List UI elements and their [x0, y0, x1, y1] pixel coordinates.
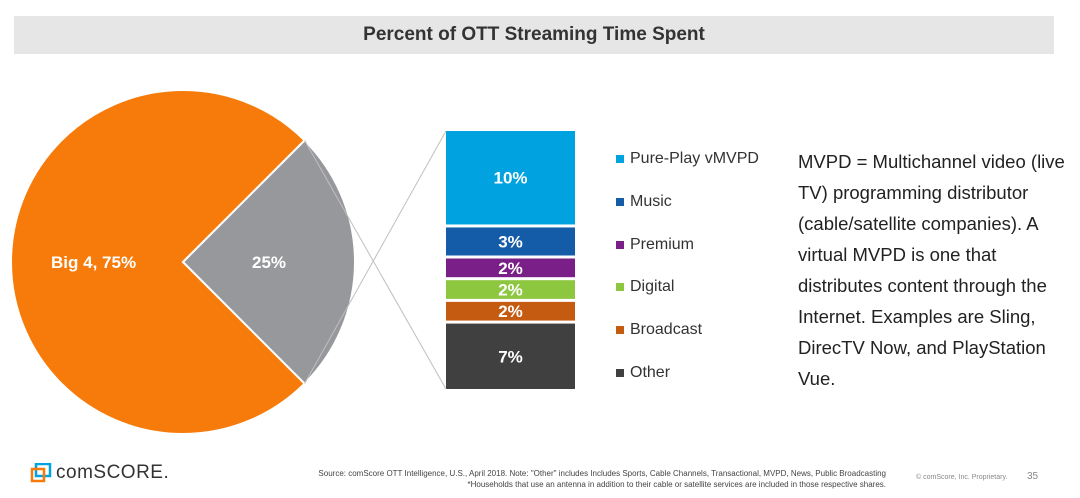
legend-item: Premium [616, 223, 759, 266]
bar-segment-label: 2% [498, 259, 523, 278]
legend-item: Other [616, 351, 759, 394]
page-number: 35 [1027, 471, 1039, 482]
comscore-logo-icon [30, 463, 52, 483]
bar-segment [446, 258, 575, 278]
copyright: © comScore, Inc. Proprietary. [916, 474, 1008, 481]
logo-text: comSCORE. [56, 462, 170, 483]
legend-swatch [616, 240, 624, 249]
legend-swatch [616, 155, 624, 164]
chart-title: Percent of OTT Streaming Time Spent [14, 16, 1054, 54]
bar-segment [446, 323, 575, 389]
bar-segment-label: 10% [493, 169, 527, 188]
connector-line [304, 140, 447, 390]
bar-segment [446, 131, 575, 225]
mvpd-note: MVPD = Multichannel video (live TV) prog… [798, 151, 1065, 389]
legend-label: Broadcast [630, 321, 703, 339]
bar-segment [446, 280, 575, 299]
legend-item: Music [616, 181, 759, 224]
pie-slice [181, 138, 356, 386]
bar-segment-label: 2% [498, 302, 523, 321]
legend-item: Pure-Play vMVPD [616, 138, 759, 181]
source-note: Source: comScore OTT Intelligence, U.S.,… [318, 468, 886, 490]
comscore-logo: comSCORE. [30, 462, 169, 484]
legend-label: Digital [630, 278, 675, 296]
connector-line [304, 130, 447, 384]
legend-label: Premium [630, 235, 695, 253]
legend-swatch [616, 198, 624, 207]
bar-segment [446, 227, 575, 256]
pie-slice [10, 89, 307, 435]
legend-swatch [616, 326, 624, 335]
source-line-2: *Households that use an antenna in addit… [467, 480, 886, 489]
bar-segment-label: 7% [498, 347, 523, 366]
legend: Pure-Play vMVPD Music Premium Digital Broadc… [616, 138, 759, 394]
pie-slice-label: 25% [252, 253, 286, 272]
legend-label: Other [630, 363, 671, 381]
bar-segment-label: 2% [498, 281, 523, 300]
legend-item: Broadcast [616, 309, 759, 352]
legend-swatch [616, 283, 624, 292]
pie-slice-label: Big 4, 75% [51, 253, 136, 272]
legend-swatch [616, 368, 624, 377]
bar-segment [446, 301, 575, 321]
source-line-1: Source: comScore OTT Intelligence, U.S.,… [318, 469, 886, 478]
legend-label: Pure-Play vMVPD [630, 150, 759, 168]
legend-item: Digital [616, 266, 759, 309]
bar-segment-label: 3% [498, 232, 523, 251]
legend-label: Music [630, 193, 672, 211]
